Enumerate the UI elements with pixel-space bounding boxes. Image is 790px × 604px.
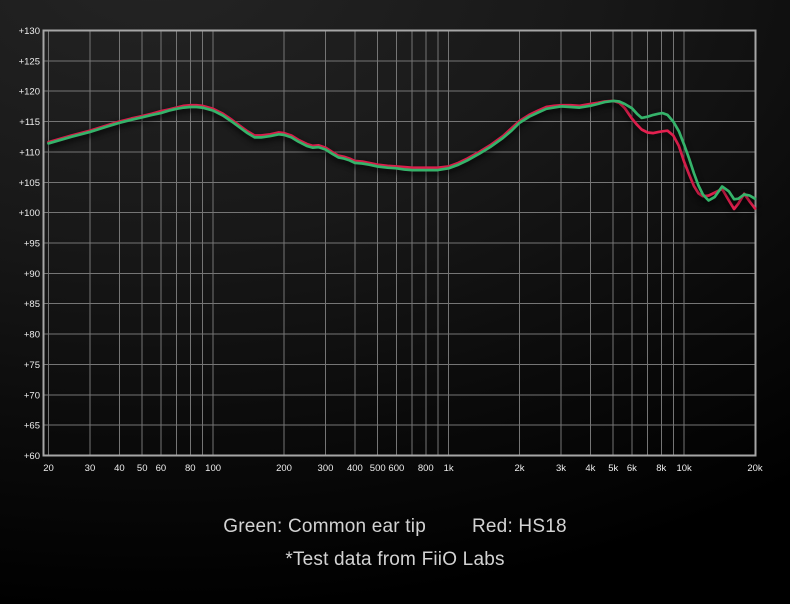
x-tick-label: 100 [205, 463, 221, 474]
y-tick-label: +105 [19, 178, 40, 189]
frequency-response-chart: +130 +125 +120 +115 +110 +105 +100 +95 +90 +85 +80… [19, 26, 763, 474]
y-tick-label: +60 [24, 451, 40, 462]
x-tick-label: 30 [85, 463, 96, 474]
y-tick-label: +85 [24, 299, 40, 310]
x-tick-label: 8k [656, 463, 666, 474]
y-tick-label: +90 [24, 269, 40, 280]
y-tick-label: +130 [19, 26, 40, 37]
x-tick-label: 60 [156, 463, 167, 474]
x-tick-label: 10k [676, 463, 692, 474]
curve-common-ear-tip [47, 99, 757, 202]
x-tick-label: 500 [370, 463, 386, 474]
y-tick-label: +95 [24, 239, 40, 250]
x-tick-label: 20 [43, 463, 54, 474]
x-tick-label: 80 [185, 463, 196, 474]
plot-frame [42, 29, 757, 457]
x-tick-label: 600 [388, 463, 404, 474]
y-tick-label: +80 [24, 330, 40, 341]
footnote-label: *Test data from FiiO Labs [285, 549, 505, 570]
y-tick-label: +110 [19, 147, 40, 158]
y-tick-label: +100 [19, 208, 40, 219]
y-tick-label: +115 [19, 117, 40, 128]
y-tick-label: +70 [24, 390, 40, 401]
y-tick-label: +75 [24, 360, 40, 371]
legend-green-label: Green: Common ear tip [223, 516, 426, 537]
y-tick-label: +120 [19, 87, 40, 98]
x-tick-label: 200 [276, 463, 292, 474]
x-tick-label: 50 [137, 463, 148, 474]
y-tick-label: +65 [24, 421, 40, 432]
x-tick-label: 400 [347, 463, 363, 474]
x-tick-label: 3k [556, 463, 566, 474]
x-tick-label: 40 [114, 463, 125, 474]
legend-red-label: Red: HS18 [471, 516, 567, 537]
x-tick-label: 2k [514, 463, 524, 474]
y-tick-label: +125 [19, 56, 40, 67]
x-tick-label: 1k [444, 463, 454, 474]
curve-hs18 [47, 99, 757, 211]
x-tick-label: 4k [585, 463, 595, 474]
x-tick-label: 6k [627, 463, 637, 474]
legend-line: Green: Common ear tip Red: HS18 [0, 516, 790, 538]
x-tick-label: 300 [318, 463, 334, 474]
x-tick-label: 800 [418, 463, 434, 474]
chart-captions: Green: Common ear tip Red: HS18 *Test da… [0, 516, 790, 571]
x-tick-label: 5k [608, 463, 618, 474]
x-tick-label: 20k [747, 463, 763, 474]
